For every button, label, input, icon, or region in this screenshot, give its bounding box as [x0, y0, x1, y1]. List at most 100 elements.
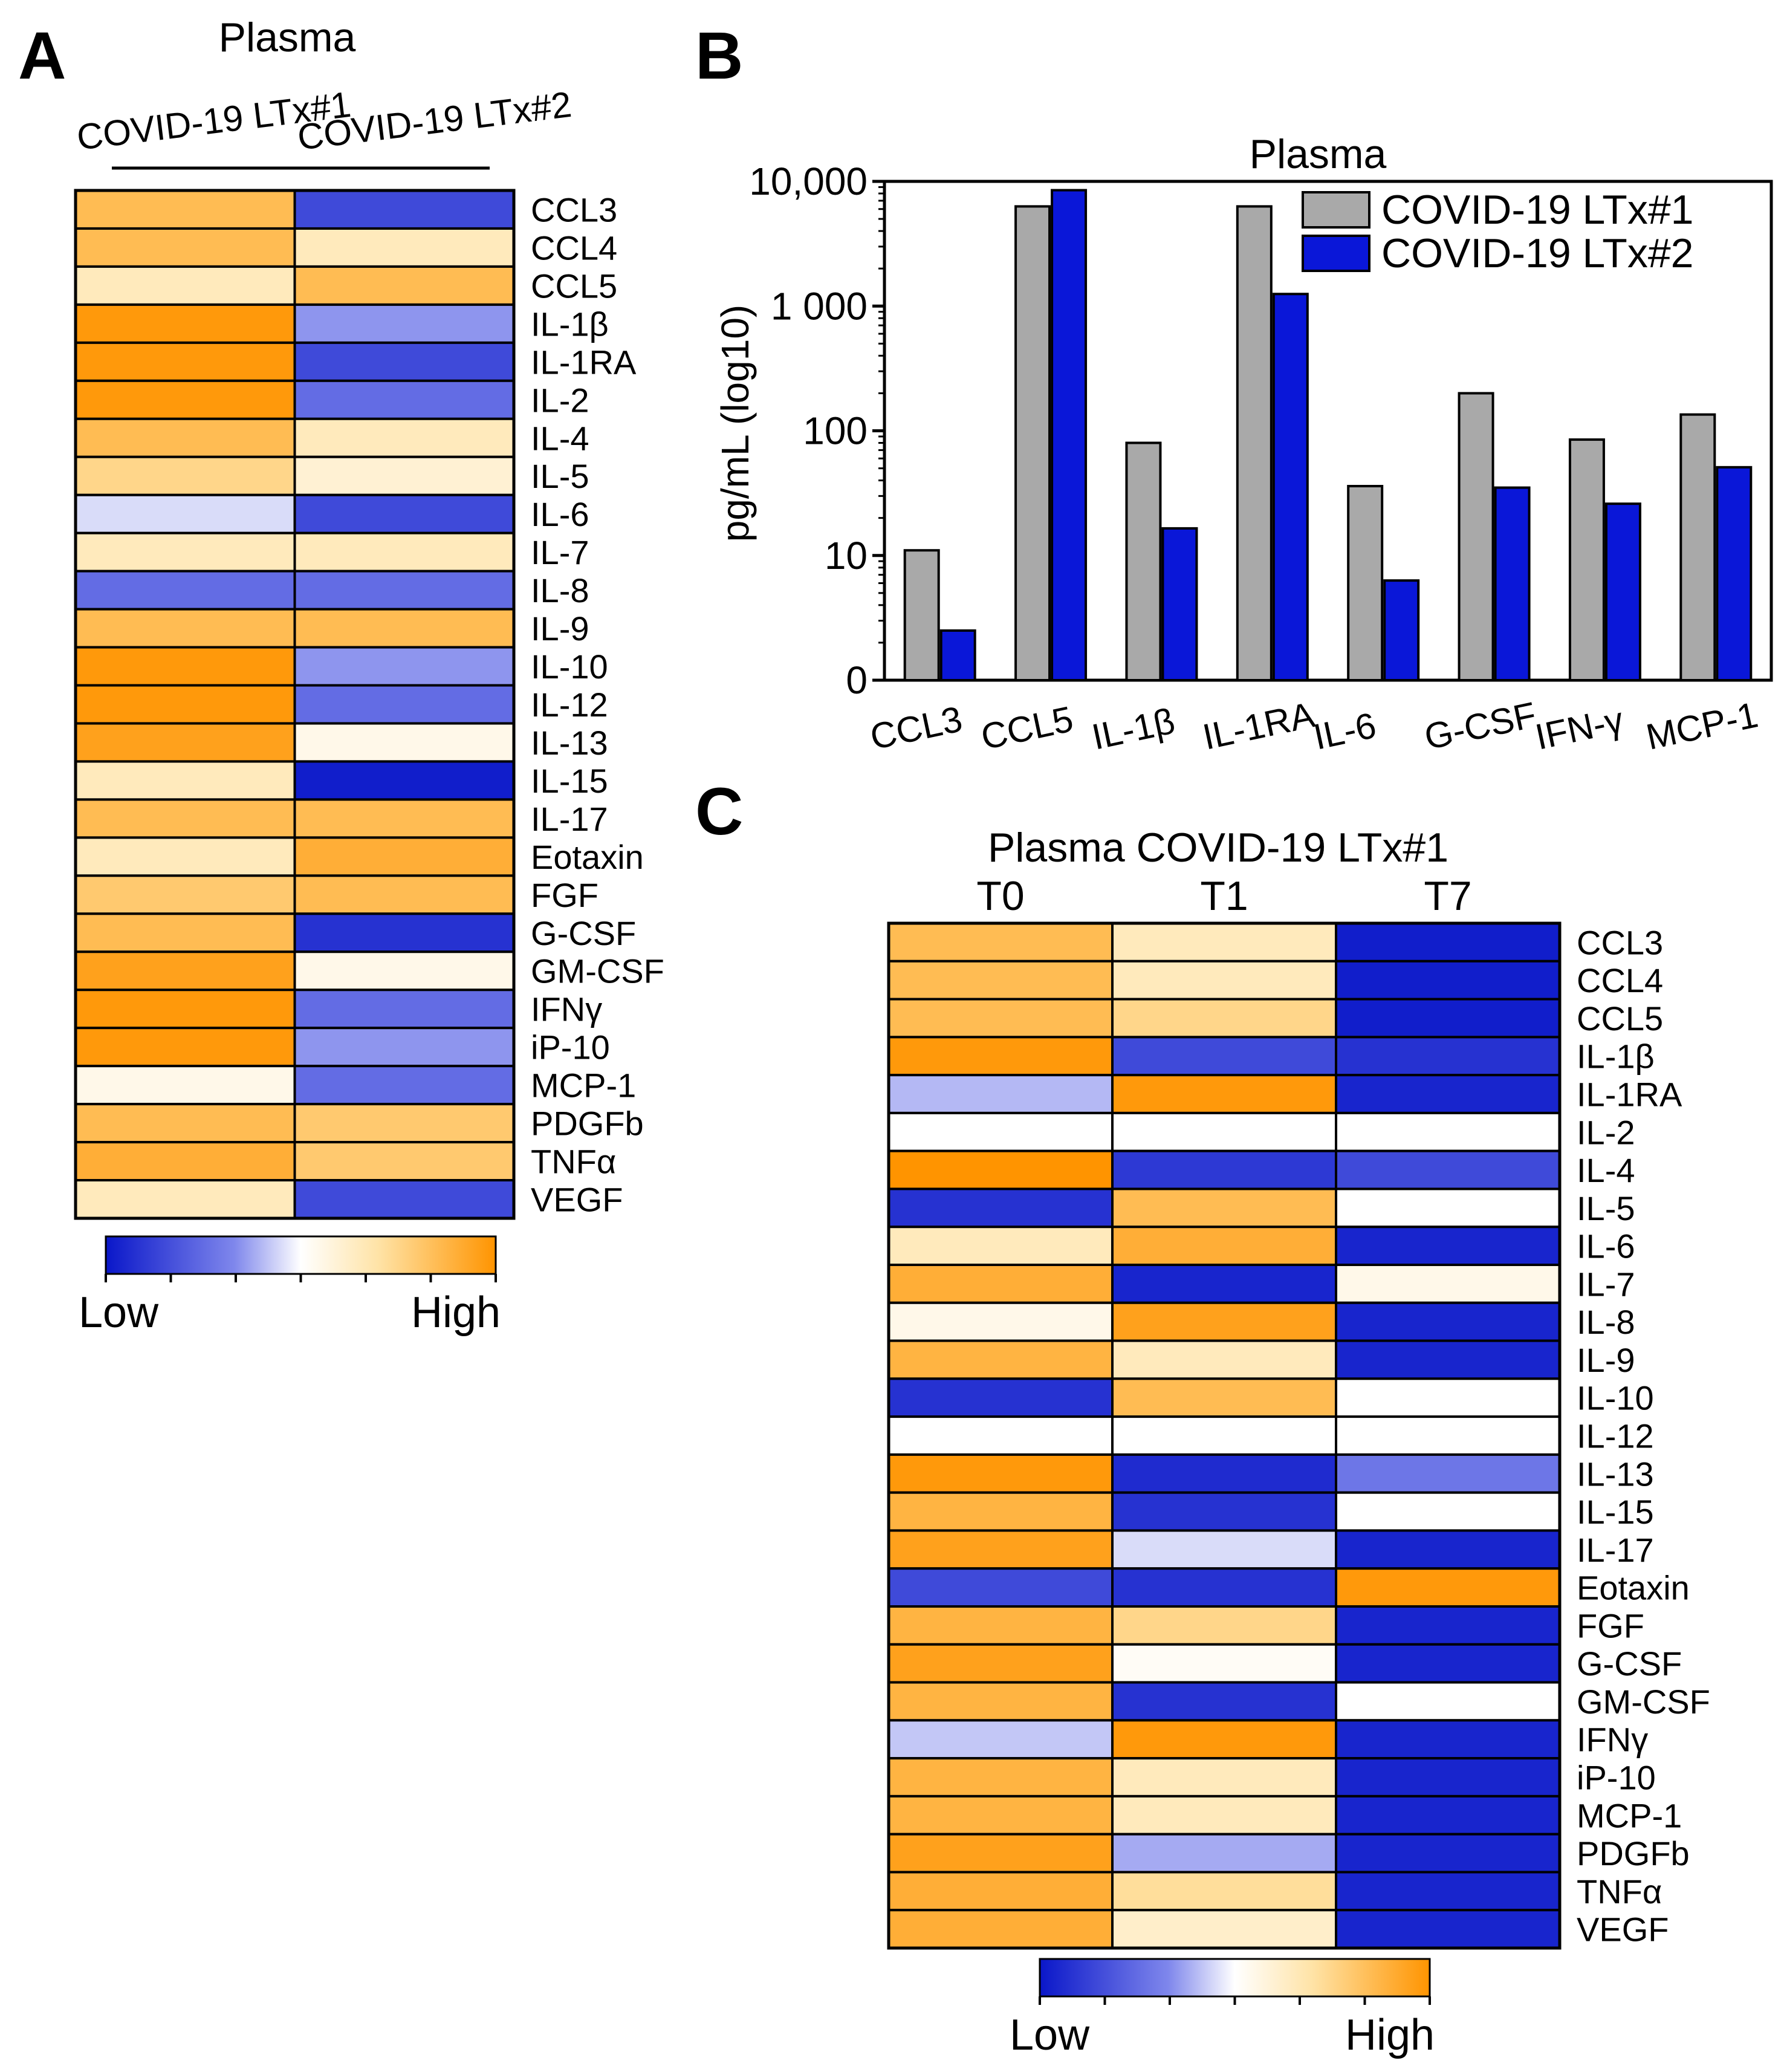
heatmap-cell [1111, 1036, 1337, 1077]
colorbar-c-high-label: High [1345, 2011, 1435, 2059]
panel-a-title: Plasma [219, 15, 356, 60]
heatmap-cell [887, 1187, 1114, 1229]
heatmap-cell [293, 227, 515, 268]
heatmap-cell [1111, 1339, 1337, 1380]
bar [1568, 438, 1605, 682]
heatmap-cell [1335, 922, 1561, 963]
bar [1161, 527, 1198, 681]
heatmap-cell [74, 684, 296, 725]
heatmap-cell [1111, 998, 1337, 1039]
panel-b: B Plasma pg/mL (log10) 0 10 100 1 000 10,000… [695, 19, 1773, 758]
bar [1051, 189, 1088, 681]
heatmap-cell [1335, 1833, 1561, 1874]
heatmap-cell [1111, 1719, 1337, 1760]
heatmap-cell [293, 417, 515, 458]
heatmap-row-label: IL-1β [531, 305, 609, 343]
heatmap-row-label: IFNγ [1577, 1721, 1648, 1759]
heatmap-cell [887, 1226, 1114, 1266]
heatmap-cell [293, 189, 515, 230]
heatmap-cell [1111, 1529, 1337, 1570]
heatmap-row-label: IL-17 [531, 800, 608, 838]
heatmap-cell [1111, 1187, 1337, 1229]
heatmap-cell [1111, 1491, 1337, 1532]
heatmap-row-label: MCP-1 [531, 1067, 636, 1105]
bar [1383, 579, 1420, 681]
heatmap-cell [1335, 1149, 1561, 1190]
heatmap-cell [293, 303, 515, 344]
legend-label: COVID-19 LTx#1 [1381, 187, 1693, 233]
heatmap-cell [1111, 1909, 1337, 1949]
heatmap-cell [1111, 1605, 1337, 1646]
heatmap-cell [887, 1605, 1114, 1646]
heatmap-cell [74, 836, 296, 877]
heatmap-cell [293, 950, 515, 992]
panel-b-letter: B [695, 19, 743, 93]
heatmap-cell [1335, 1605, 1561, 1646]
heatmap-cell [887, 1339, 1114, 1380]
heatmap-row-label: IL-2 [531, 381, 589, 419]
heatmap-row-label: IL-4 [1577, 1151, 1635, 1189]
heatmap-cell [293, 722, 515, 763]
colorbar-a-high-label: High [411, 1288, 501, 1337]
colorbar-c-gradient [1039, 1958, 1431, 1998]
heatmap-cell [293, 684, 515, 725]
heatmap-cell [1111, 1111, 1337, 1152]
heatmap-row-label: IL-13 [531, 724, 608, 762]
heatmap-cell [74, 265, 296, 306]
heatmap-cell [293, 1103, 515, 1144]
heatmap-cell [293, 836, 515, 877]
heatmap-cell [887, 960, 1114, 1001]
colorbar-a: Low High [79, 1235, 501, 1337]
y-tick-label: 100 [803, 409, 868, 453]
heatmap-cell [74, 1141, 296, 1182]
heatmap-row-label: FGF [1577, 1606, 1644, 1645]
heatmap-cell [1335, 998, 1561, 1039]
heatmap-frame [74, 189, 516, 1220]
heatmap-cell [1335, 1719, 1561, 1760]
heatmap-row-label: CCL4 [1577, 961, 1663, 999]
heatmap-cell [887, 1415, 1114, 1456]
heatmap-cell [1335, 1301, 1561, 1342]
heatmap-cell [1111, 1226, 1337, 1266]
heatmap-row-label: G-CSF [531, 914, 636, 952]
heatmap-cell [1111, 1643, 1337, 1684]
heatmap-cell [293, 531, 515, 573]
heatmap-row-label: PDGFb [531, 1105, 644, 1143]
heatmap-cell [1111, 1757, 1337, 1798]
heatmap-cell [1111, 1794, 1337, 1836]
bar [903, 549, 940, 682]
heatmap-row-label: IL-9 [1577, 1341, 1635, 1379]
heatmap-cell [293, 874, 515, 915]
heatmap-row-label: PDGFb [1577, 1834, 1690, 1872]
heatmap-cell [74, 1065, 296, 1106]
heatmap-cell [887, 1453, 1114, 1494]
heatmap-cell [74, 646, 296, 687]
heatmap-cell [74, 379, 296, 420]
heatmap-cell [1111, 1415, 1337, 1456]
heatmap-cell [74, 608, 296, 649]
heatmap-cell [1335, 1871, 1561, 1912]
heatmap-row-label: IL-9 [531, 609, 589, 648]
heatmap-cell [1335, 1681, 1561, 1722]
heatmap-cell [1111, 922, 1337, 963]
y-tick-label: 10,000 [749, 160, 868, 203]
heatmap-cell [74, 303, 296, 344]
heatmap-cell [887, 1681, 1114, 1722]
heatmap-cell [887, 1643, 1114, 1684]
heatmap-cell [1111, 1264, 1337, 1304]
panel-b-y-axis-label: pg/mL (log10) [713, 305, 757, 542]
heatmap-cell [293, 1179, 515, 1219]
heatmap-cell [887, 1833, 1114, 1874]
heatmap-cell [887, 1871, 1114, 1912]
heatmap-row-label: IL-4 [531, 419, 589, 457]
heatmap-cell [1335, 960, 1561, 1001]
heatmap-row-label: IL-6 [531, 495, 589, 533]
heatmap-cell [1111, 1567, 1337, 1608]
heatmap-cell [887, 1909, 1114, 1949]
heatmap-row-label: TNFα [1577, 1872, 1662, 1911]
bar [1014, 205, 1051, 682]
panel-c-title: Plasma COVID-19 LTx#1 [988, 825, 1448, 871]
bar [1272, 293, 1309, 681]
panel-b-title: Plasma [1250, 131, 1387, 177]
